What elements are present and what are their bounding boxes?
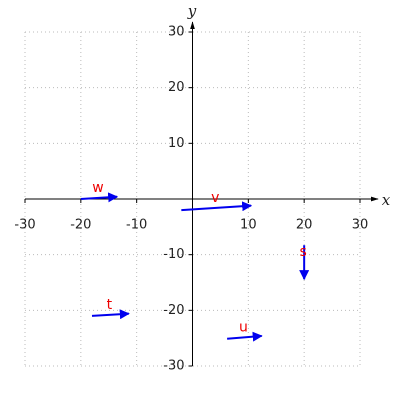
vector: [227, 331, 263, 342]
vector-label: v: [211, 190, 219, 206]
x-tick-label: -30: [14, 218, 35, 233]
x-tick-label: 20: [296, 218, 313, 233]
x-tick-label: -10: [126, 218, 147, 233]
y-tick-label: 20: [168, 80, 185, 95]
vector-label: t: [107, 297, 113, 313]
y-tick-label: -10: [163, 247, 184, 262]
x-tick-label: -20: [70, 218, 91, 233]
x-tick-label: 30: [352, 218, 369, 233]
y-tick-label: 10: [168, 136, 185, 151]
x-tick-label: 10: [240, 218, 257, 233]
vector: [181, 201, 253, 212]
y-tick-label: -20: [163, 303, 184, 318]
y-axis-label: y: [187, 2, 197, 20]
y-tick-label: -30: [163, 359, 184, 374]
y-tick-label: 30: [168, 25, 185, 40]
vector: [80, 192, 119, 203]
vector-label: w: [92, 180, 103, 196]
x-axis-label: x: [382, 191, 391, 209]
vector-label: u: [239, 319, 248, 335]
vector: [91, 309, 130, 320]
vector-label: s: [300, 244, 307, 260]
